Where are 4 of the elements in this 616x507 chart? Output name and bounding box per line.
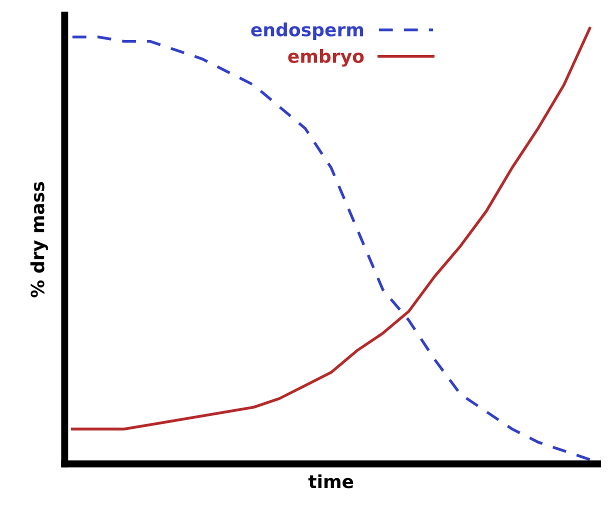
legend-label: embryo [288,48,364,67]
legend-label: endosperm [251,22,364,40]
y-axis-title: % dry mass [30,182,48,298]
x-axis-title: time [308,474,354,488]
